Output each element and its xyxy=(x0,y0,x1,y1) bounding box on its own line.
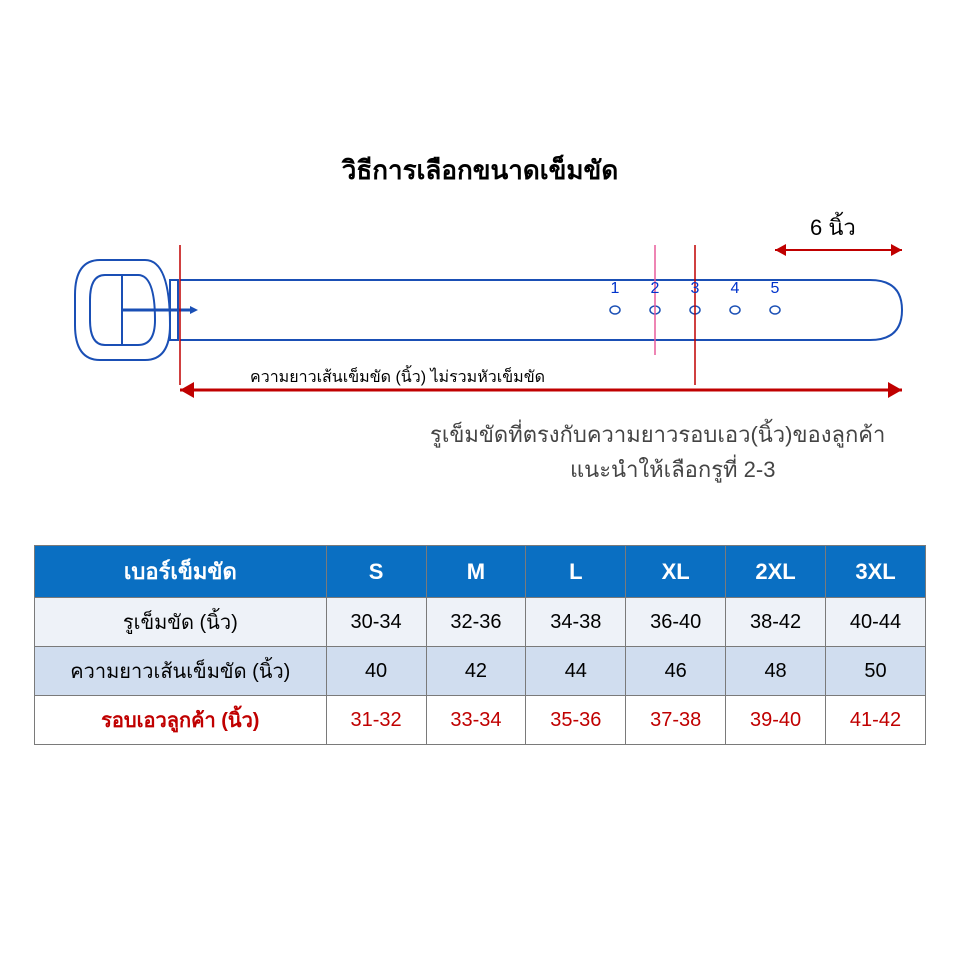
cell: 40-44 xyxy=(826,598,926,647)
cell: 31-32 xyxy=(326,696,426,745)
cell: 42 xyxy=(426,647,526,696)
size-table: เบอร์เข็มขัด S M L XL 2XL 3XL รูเข็มขัด … xyxy=(34,545,926,745)
th-label: เบอร์เข็มขัด xyxy=(35,546,327,598)
page-root: วิธีการเลือกขนาดเข็มขัด xyxy=(0,0,960,960)
cell: 37-38 xyxy=(626,696,726,745)
row-label: ความยาวเส้นเข็มขัด (นิ้ว) xyxy=(35,647,327,696)
cell: 34-38 xyxy=(526,598,626,647)
th-m: M xyxy=(426,546,526,598)
end-measure-label: 6 นิ้ว xyxy=(810,210,856,245)
cell: 44 xyxy=(526,647,626,696)
cell: 33-34 xyxy=(426,696,526,745)
table-row: รอบเอวลูกค้า (นิ้ว) 31-32 33-34 35-36 37… xyxy=(35,696,926,745)
hole-label-3: 3 xyxy=(688,280,702,298)
cell: 38-42 xyxy=(726,598,826,647)
explain-line-1: รูเข็มขัดที่ตรงกับความยาวรอบเอว(นิ้ว)ของ… xyxy=(430,420,885,451)
cell: 39-40 xyxy=(726,696,826,745)
cell: 40 xyxy=(326,647,426,696)
hole-label-4: 4 xyxy=(728,280,742,298)
th-s: S xyxy=(326,546,426,598)
table-row: ความยาวเส้นเข็มขัด (นิ้ว) 40 42 44 46 48… xyxy=(35,647,926,696)
cell: 41-42 xyxy=(826,696,926,745)
page-title: วิธีการเลือกขนาดเข็มขัด xyxy=(0,150,960,191)
cell: 36-40 xyxy=(626,598,726,647)
cell: 46 xyxy=(626,647,726,696)
th-xl: XL xyxy=(626,546,726,598)
hole-label-5: 5 xyxy=(768,280,782,298)
explain-line-2: แนะนำให้เลือกรูที่ 2-3 xyxy=(570,455,775,486)
table-header-row: เบอร์เข็มขัด S M L XL 2XL 3XL xyxy=(35,546,926,598)
cell: 32-36 xyxy=(426,598,526,647)
cell: 48 xyxy=(726,647,826,696)
hole-label-1: 1 xyxy=(608,280,622,298)
cell: 30-34 xyxy=(326,598,426,647)
th-l: L xyxy=(526,546,626,598)
full-arrow-caption: ความยาวเส้นเข็มขัด (นิ้ว) ไม่รวมหัวเข็มข… xyxy=(250,365,545,390)
table-row: รูเข็มขัด (นิ้ว) 30-34 32-36 34-38 36-40… xyxy=(35,598,926,647)
th-3xl: 3XL xyxy=(826,546,926,598)
belt-diagram: 1 2 3 4 5 6 นิ้ว ความยาวเส้นเข็มขัด (นิ้… xyxy=(70,230,910,410)
th-2xl: 2XL xyxy=(726,546,826,598)
row-label: รอบเอวลูกค้า (นิ้ว) xyxy=(35,696,327,745)
hole-label-2: 2 xyxy=(648,280,662,298)
cell: 50 xyxy=(826,647,926,696)
row-label: รูเข็มขัด (นิ้ว) xyxy=(35,598,327,647)
cell: 35-36 xyxy=(526,696,626,745)
